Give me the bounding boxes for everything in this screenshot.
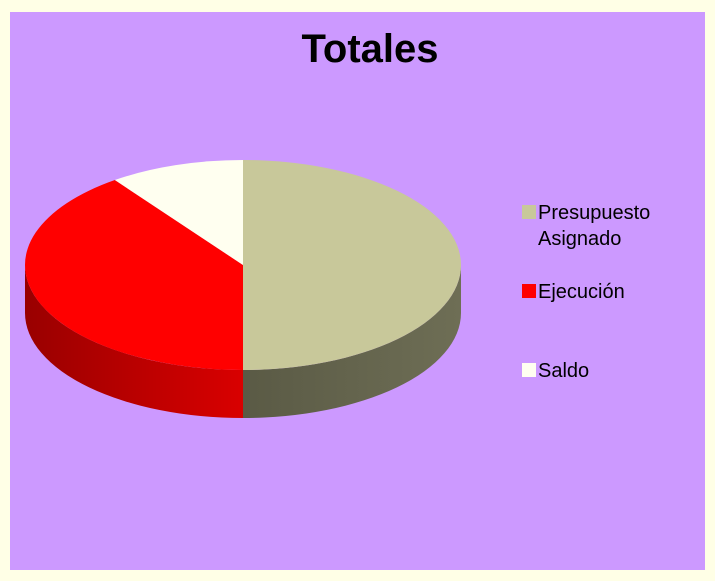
- legend-swatch: [522, 284, 536, 298]
- legend-label: Saldo: [538, 360, 590, 382]
- legend-swatch: [522, 205, 536, 219]
- pie-slice: [24, 180, 243, 370]
- legend-item: Saldo: [522, 358, 708, 384]
- pie-slice-side: [25, 265, 243, 418]
- pie-slice: [114, 160, 243, 265]
- legend-label: Presupuesto Asignado: [538, 202, 651, 250]
- legend-item: Presupuesto Asignado: [522, 200, 658, 252]
- chart-title: Totales: [301, 27, 438, 71]
- legend-item: Ejecución: [522, 279, 708, 305]
- legend-label: Ejecución: [538, 281, 625, 303]
- pie-slice: [243, 160, 461, 370]
- legend-swatch: [522, 363, 536, 377]
- pie-slice-side: [243, 265, 461, 418]
